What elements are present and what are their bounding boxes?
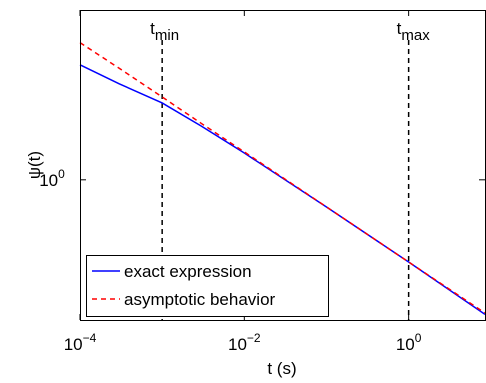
reference-label: tmin bbox=[150, 19, 179, 44]
reference-label: tmax bbox=[397, 19, 431, 44]
x-tick-label-base: 10 bbox=[228, 335, 247, 354]
x-tick-label-exponent: −2 bbox=[247, 331, 261, 345]
y-axis-label: ψ(t) bbox=[25, 151, 44, 179]
legend-label: asymptotic behavior bbox=[124, 290, 276, 309]
y-tick-label: 100 bbox=[39, 167, 65, 190]
reference-label-sub: max bbox=[401, 27, 430, 44]
x-tick-label-exponent: −4 bbox=[83, 331, 97, 345]
x-tick-label-base: 10 bbox=[64, 335, 83, 354]
x-axis-label: t (s) bbox=[267, 359, 296, 378]
series-line bbox=[79, 42, 486, 314]
legend-label: exact expression bbox=[124, 262, 252, 281]
reference-label-base: t bbox=[397, 19, 402, 38]
x-tick-label: 10−4 bbox=[64, 331, 97, 354]
y-tick-label-exponent: 0 bbox=[58, 167, 65, 181]
reference-label-base: t bbox=[150, 19, 155, 38]
y-tick-label-base: 10 bbox=[39, 171, 58, 190]
reference-label-sub: min bbox=[155, 27, 179, 44]
x-tick-label: 100 bbox=[396, 331, 422, 354]
x-tick-label: 10−2 bbox=[228, 331, 261, 354]
x-tick-label-base: 10 bbox=[396, 335, 415, 354]
x-tick-label-exponent: 0 bbox=[415, 331, 422, 345]
legend-box bbox=[86, 255, 329, 317]
